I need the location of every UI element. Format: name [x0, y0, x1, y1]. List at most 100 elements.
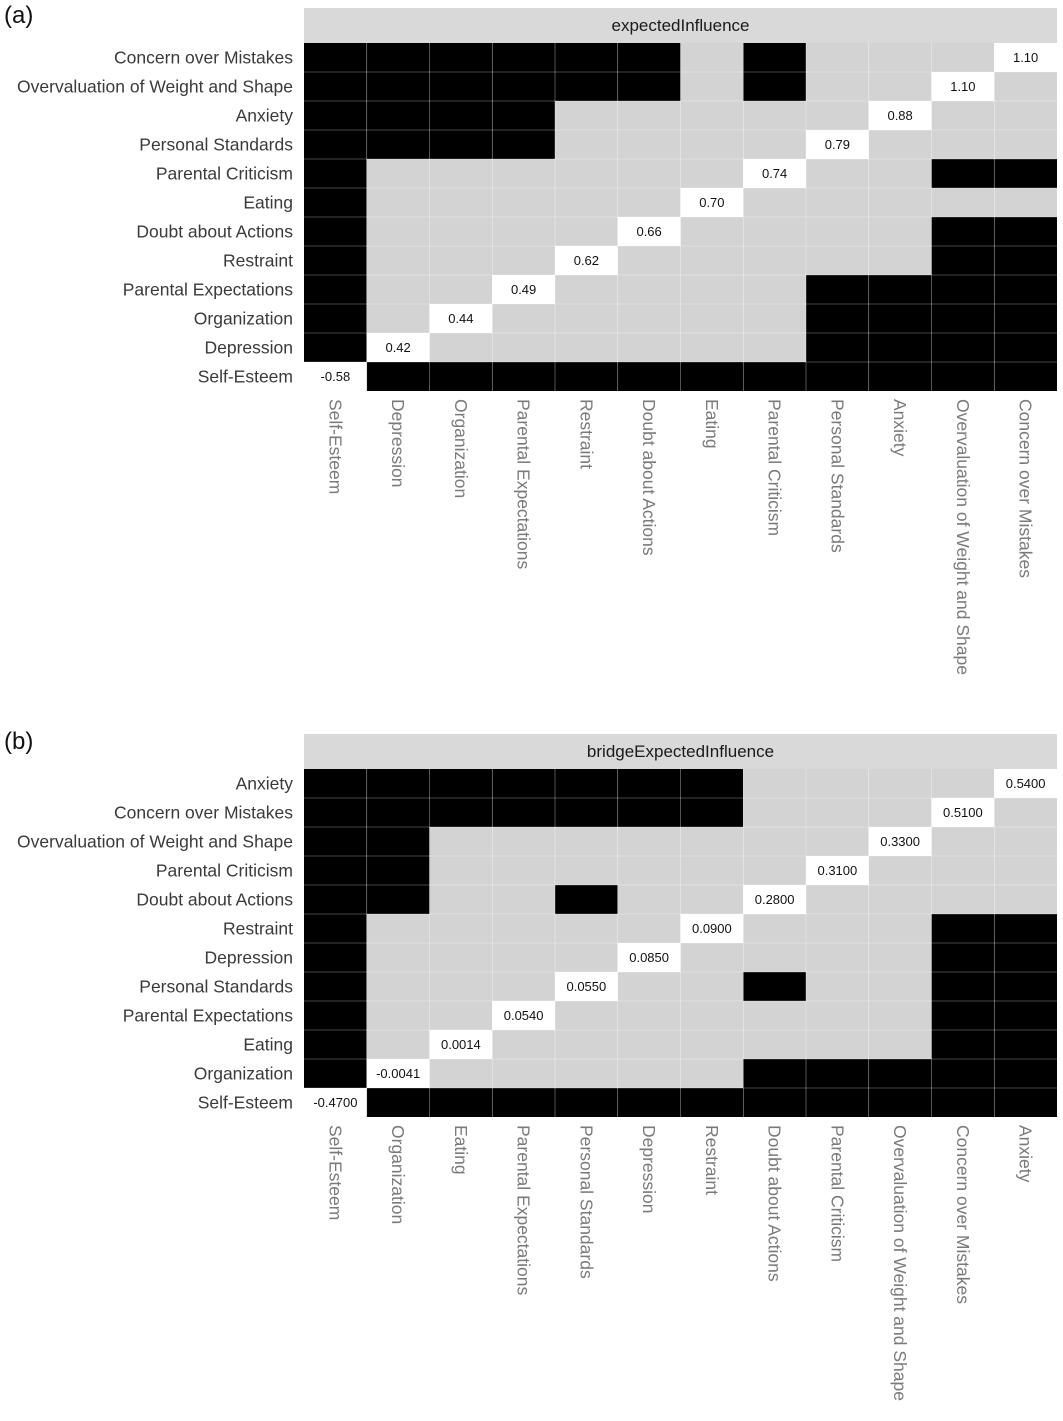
cell-nonsignificant [555, 159, 618, 188]
cell-nonsignificant [366, 972, 430, 1001]
cell-significant [304, 101, 367, 130]
cell-nonsignificant [429, 914, 493, 943]
cell-significant [492, 101, 555, 130]
cell-significant [994, 1059, 1057, 1088]
cell-significant [304, 1030, 367, 1059]
cell-significant [994, 914, 1057, 943]
cell-nonsignificant [743, 943, 806, 972]
diagonal-cell [931, 798, 995, 827]
cell-nonsignificant [366, 217, 430, 246]
cell-significant [994, 362, 1057, 391]
cell-nonsignificant [868, 217, 932, 246]
cell-nonsignificant [806, 1001, 869, 1030]
cell-nonsignificant [617, 304, 681, 333]
row-tick-label: Parental Expectations [123, 1006, 293, 1026]
cell-significant [429, 1088, 493, 1117]
cell-nonsignificant [555, 101, 618, 130]
diagonal-cell [429, 1030, 493, 1059]
row-tick-label: Concern over Mistakes [114, 48, 293, 68]
cell-nonsignificant [680, 943, 744, 972]
row-tick-label: Depression [204, 338, 293, 358]
cell-nonsignificant [492, 856, 555, 885]
row-tick-label: Doubt about Actions [136, 890, 293, 910]
cell-significant [366, 856, 430, 885]
row-tick-label: Organization [194, 1064, 293, 1084]
cell-significant [429, 72, 493, 101]
cell-significant [868, 1059, 932, 1088]
panel-b: (b) bridgeExpectedInfluence 0.5400 0.5100… [0, 726, 1063, 1421]
cell-significant [492, 72, 555, 101]
diagonal-cell [304, 362, 367, 391]
cell-significant [304, 972, 367, 1001]
cell-significant [743, 43, 806, 72]
diagonal-cell [680, 188, 744, 217]
cell-nonsignificant [617, 914, 681, 943]
cell-nonsignificant [806, 101, 869, 130]
cell-nonsignificant [743, 217, 806, 246]
column-tick-label: Anxiety [1016, 1125, 1036, 1183]
cell-nonsignificant [806, 827, 869, 856]
cell-significant [680, 769, 744, 798]
cell-significant [994, 304, 1057, 333]
cell-significant [492, 1088, 555, 1117]
column-tick-label: Parental Expectations [514, 1125, 534, 1295]
row-tick-label: Eating [243, 193, 293, 213]
cell-significant [304, 333, 367, 362]
cell-nonsignificant [555, 1001, 618, 1030]
column-tick-label: Eating [702, 399, 722, 449]
cell-nonsignificant [994, 101, 1057, 130]
cell-significant [429, 101, 493, 130]
cell-nonsignificant [429, 333, 493, 362]
diagonal-cell [806, 130, 869, 159]
row-tick-label: Parental Criticism [156, 861, 293, 881]
cell-significant [429, 769, 493, 798]
cell-nonsignificant [806, 972, 869, 1001]
diagonal-cell [429, 304, 493, 333]
column-tick-label: Self-Esteem [325, 1125, 345, 1220]
cell-nonsignificant [868, 188, 932, 217]
diagonal-value-label: 0.0900 [692, 921, 732, 936]
column-tick-label: Restraint [576, 399, 596, 469]
diagonal-value-label: 0.0550 [566, 979, 606, 994]
cell-nonsignificant [868, 159, 932, 188]
cell-significant [366, 769, 430, 798]
cell-significant [304, 798, 367, 827]
cell-nonsignificant [806, 188, 869, 217]
row-tick-label: Anxiety [236, 106, 294, 126]
cell-significant [994, 159, 1057, 188]
diagonal-cell [994, 43, 1057, 72]
cell-nonsignificant [366, 304, 430, 333]
diagonal-cell [617, 217, 681, 246]
cell-significant [555, 362, 618, 391]
heatmap-a: 1.10 1.10 0.88 0.79 0.74 0.70 0.66 0.62 0.49 0.44… [17, 43, 1057, 675]
cell-nonsignificant [492, 246, 555, 275]
cell-significant [806, 1059, 869, 1088]
column-tick-label: Self-Esteem [325, 399, 345, 494]
cell-nonsignificant [555, 188, 618, 217]
diagonal-cell [806, 856, 869, 885]
cell-significant [304, 914, 367, 943]
cell-nonsignificant [931, 43, 995, 72]
cell-nonsignificant [931, 101, 995, 130]
panel-a: (a) expectedInfluence 1.10 1.10 0.88 0.79 0.… [0, 0, 1063, 710]
cell-nonsignificant [555, 304, 618, 333]
cell-significant [555, 798, 618, 827]
diagonal-cell [555, 246, 618, 275]
diagonal-value-label: 0.70 [699, 195, 724, 210]
diagonal-value-label: 1.10 [1013, 50, 1038, 65]
cell-significant [304, 827, 367, 856]
cell-nonsignificant [931, 885, 995, 914]
cell-nonsignificant [555, 827, 618, 856]
diagonal-cell [492, 1001, 555, 1030]
cell-significant [931, 159, 995, 188]
cell-nonsignificant [680, 972, 744, 1001]
cell-nonsignificant [429, 943, 493, 972]
cell-significant [555, 885, 618, 914]
cell-significant [492, 43, 555, 72]
diagonal-value-label: 0.3100 [817, 863, 857, 878]
column-tick-label: Organization [388, 1125, 408, 1224]
cell-nonsignificant [492, 1059, 555, 1088]
cell-significant [492, 798, 555, 827]
cell-nonsignificant [806, 885, 869, 914]
cell-significant [429, 362, 493, 391]
